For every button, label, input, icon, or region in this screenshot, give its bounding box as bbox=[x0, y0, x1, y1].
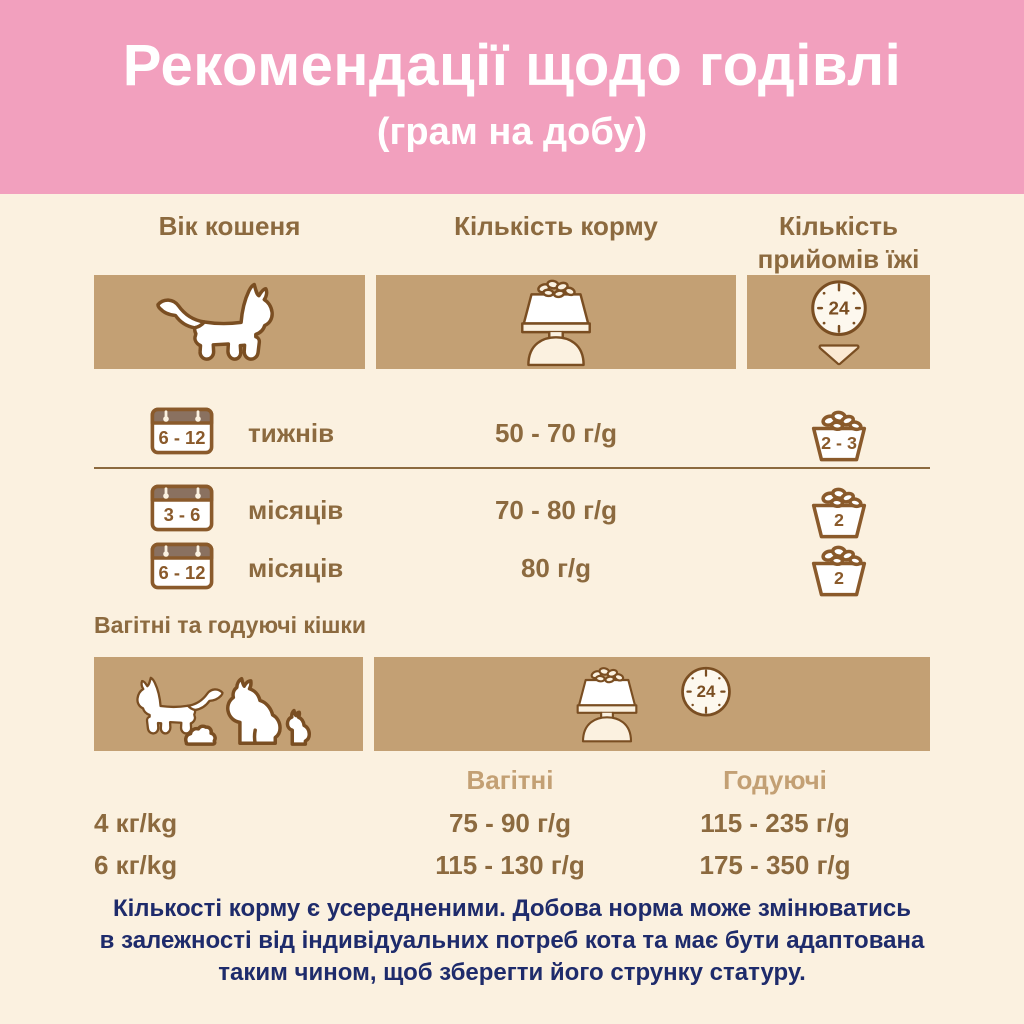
svg-text:6 - 12: 6 - 12 bbox=[158, 427, 205, 448]
svg-text:24: 24 bbox=[828, 297, 849, 318]
svg-text:2: 2 bbox=[834, 510, 844, 530]
svg-text:24: 24 bbox=[697, 682, 716, 701]
svg-text:3 - 6: 3 - 6 bbox=[164, 504, 201, 525]
svg-text:2: 2 bbox=[834, 568, 844, 588]
svg-text:2 - 3: 2 - 3 bbox=[821, 433, 857, 453]
svg-text:6 - 12: 6 - 12 bbox=[158, 562, 205, 583]
